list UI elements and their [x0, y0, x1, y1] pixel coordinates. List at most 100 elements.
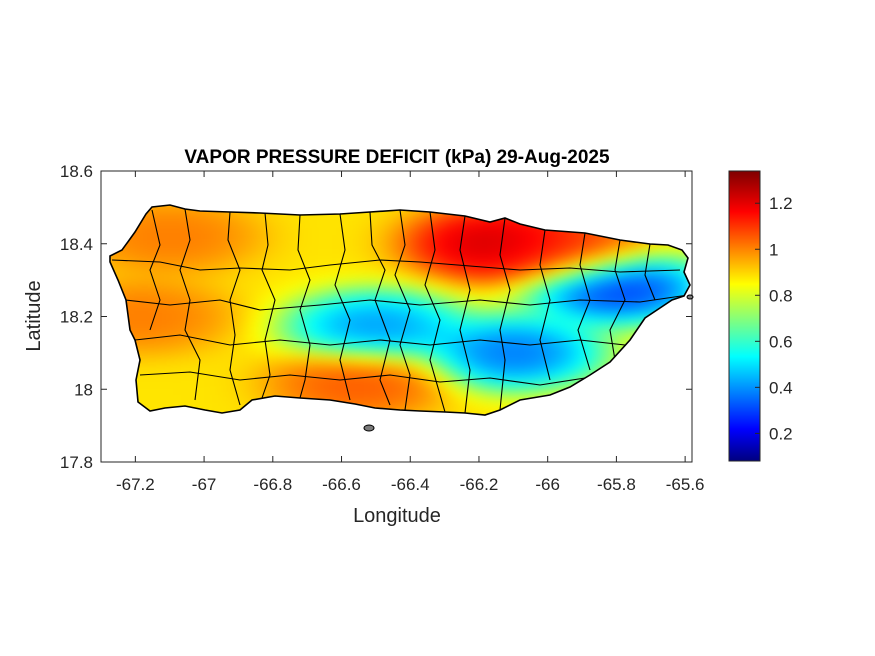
- heat-cell: [269, 371, 278, 380]
- heat-cell: [325, 331, 334, 340]
- heat-cell: [437, 227, 446, 236]
- heat-cell: [373, 363, 382, 372]
- heat-cell: [157, 259, 166, 268]
- heat-cell: [157, 283, 166, 292]
- heat-cell: [549, 291, 558, 300]
- heat-cell: [133, 323, 142, 332]
- heat-cell: [485, 251, 494, 260]
- heat-cell: [381, 251, 390, 260]
- heat-cell: [165, 291, 174, 300]
- heat-cell: [581, 275, 590, 284]
- heat-cell: [333, 363, 342, 372]
- heat-cell: [565, 307, 574, 316]
- heat-cell: [573, 235, 582, 244]
- heat-cell: [181, 395, 190, 404]
- heat-cell: [421, 251, 430, 260]
- heat-cell: [333, 395, 342, 404]
- heat-cell: [293, 275, 302, 284]
- heat-cell: [205, 315, 214, 324]
- heat-cell: [157, 299, 166, 308]
- heat-cell: [229, 219, 238, 228]
- heat-cell: [669, 259, 678, 268]
- heat-cell: [197, 339, 206, 348]
- colorbar-ticks: 0.2 0.4 0.6 0.8 1 1.2: [755, 194, 793, 443]
- heat-cell: [525, 291, 534, 300]
- heat-cell: [461, 323, 470, 332]
- heat-cell: [173, 267, 182, 276]
- heat-cell: [453, 323, 462, 332]
- heat-cell: [525, 331, 534, 340]
- heat-cell: [437, 323, 446, 332]
- heat-cell: [437, 363, 446, 372]
- heat-cell: [637, 243, 646, 252]
- colorbar: [728, 170, 761, 462]
- heat-cell: [565, 363, 574, 372]
- heat-cell: [525, 339, 534, 348]
- heat-cell: [573, 251, 582, 260]
- heat-cell: [253, 275, 262, 284]
- x-tick-label: -66.2: [460, 475, 499, 494]
- heat-cell: [269, 219, 278, 228]
- heat-cell: [381, 275, 390, 284]
- heat-cell: [229, 243, 238, 252]
- heat-cell: [197, 259, 206, 268]
- heat-cell: [357, 379, 366, 388]
- heat-cell: [485, 323, 494, 332]
- heat-cell: [581, 355, 590, 364]
- heat-cell: [413, 371, 422, 380]
- heat-cell: [485, 275, 494, 284]
- heat-cell: [133, 227, 142, 236]
- heat-cell: [573, 307, 582, 316]
- heat-cell: [205, 379, 214, 388]
- heat-cell: [245, 379, 254, 388]
- heat-cell: [349, 323, 358, 332]
- heat-cell: [317, 283, 326, 292]
- heat-cell: [453, 307, 462, 316]
- heat-cell: [421, 315, 430, 324]
- heat-cell: [237, 323, 246, 332]
- heat-cell: [365, 371, 374, 380]
- heat-cell: [429, 355, 438, 364]
- heat-cell: [493, 299, 502, 308]
- heat-cell: [645, 251, 654, 260]
- heat-cell: [301, 315, 310, 324]
- heat-cell: [365, 315, 374, 324]
- heat-cell: [173, 371, 182, 380]
- heat-cell: [485, 403, 494, 412]
- heat-cell: [261, 259, 270, 268]
- heat-cell: [357, 315, 366, 324]
- heat-cell: [597, 267, 606, 276]
- heat-cell: [285, 331, 294, 340]
- heat-cell: [453, 299, 462, 308]
- heat-cell: [645, 291, 654, 300]
- heat-cell: [501, 371, 510, 380]
- heat-cell: [221, 275, 230, 284]
- heat-cell: [157, 267, 166, 276]
- heat-cell: [269, 275, 278, 284]
- colorbar-tick-label: 0.4: [769, 378, 793, 397]
- heat-cell: [357, 387, 366, 396]
- heat-cell: [173, 259, 182, 268]
- heat-cell: [309, 235, 318, 244]
- heat-cell: [613, 315, 622, 324]
- heat-cell: [501, 355, 510, 364]
- heat-cell: [517, 299, 526, 308]
- heat-cell: [389, 347, 398, 356]
- heat-cell: [381, 227, 390, 236]
- heat-cell: [373, 371, 382, 380]
- heat-cell: [533, 339, 542, 348]
- heat-cell: [405, 323, 414, 332]
- heat-cell: [517, 387, 526, 396]
- x-tick-label: -66.4: [391, 475, 430, 494]
- heat-cell: [325, 315, 334, 324]
- heat-cell: [237, 283, 246, 292]
- heat-cell: [301, 243, 310, 252]
- heat-cell: [461, 219, 470, 228]
- heat-cell: [189, 307, 198, 316]
- heat-cell: [493, 379, 502, 388]
- heat-cell: [197, 403, 206, 412]
- heat-cell: [277, 267, 286, 276]
- heat-cell: [205, 211, 214, 220]
- heat-cell: [365, 387, 374, 396]
- heat-cell: [181, 387, 190, 396]
